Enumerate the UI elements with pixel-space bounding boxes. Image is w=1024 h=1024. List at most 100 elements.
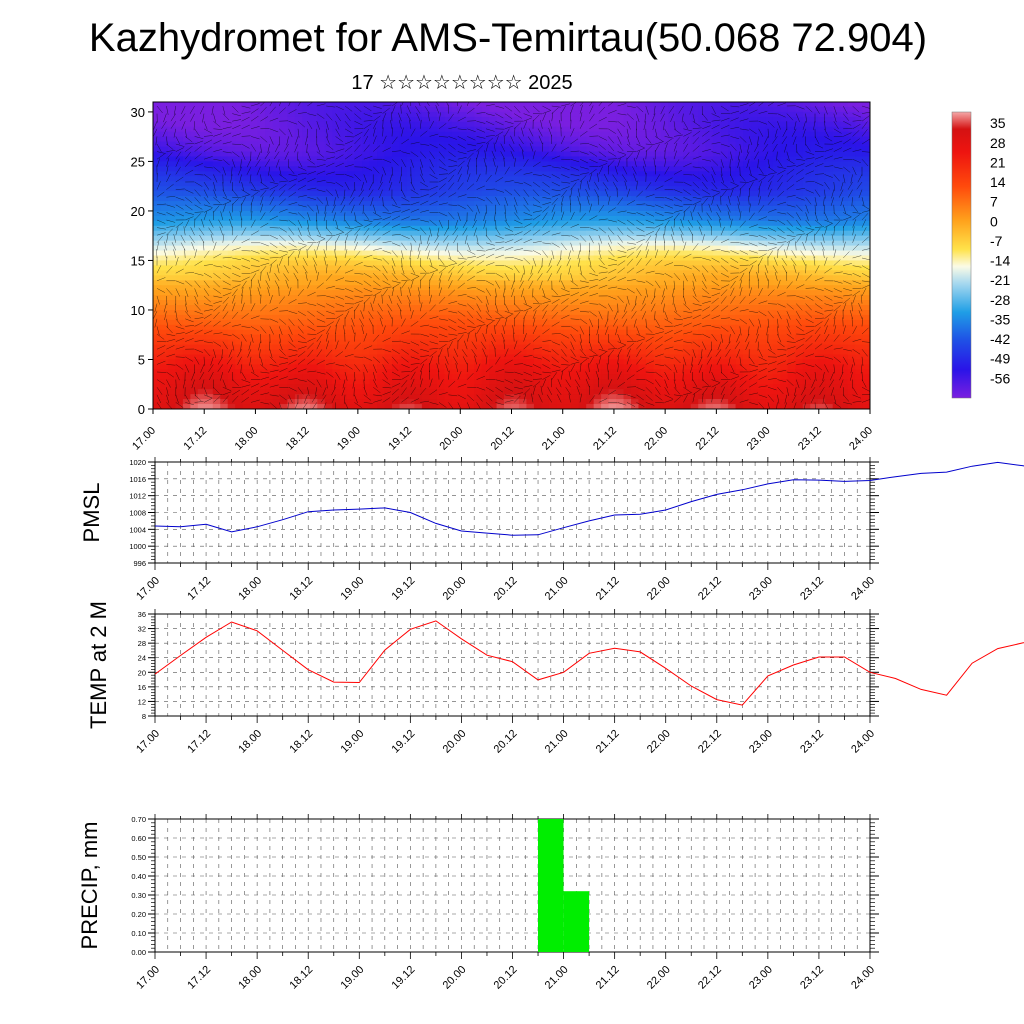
field-cell xyxy=(563,300,572,306)
field-cell xyxy=(690,329,699,336)
field-cell xyxy=(586,349,595,356)
field-cell xyxy=(802,210,811,217)
field-cell xyxy=(182,305,191,311)
field-cell xyxy=(235,220,244,227)
field-cell xyxy=(802,270,811,276)
field-cell xyxy=(802,309,811,316)
field-cell xyxy=(802,191,811,197)
field-cell xyxy=(167,285,177,291)
field-cell xyxy=(518,329,528,336)
field-cell xyxy=(212,295,221,301)
field-cell xyxy=(601,111,610,118)
field-cell xyxy=(474,225,483,232)
field-cell xyxy=(429,166,438,172)
field-cell xyxy=(153,126,162,133)
field-cell xyxy=(810,161,819,167)
field-cell xyxy=(780,255,789,262)
field-cell xyxy=(705,314,714,321)
field-cell xyxy=(220,245,229,252)
field-cell xyxy=(795,349,804,356)
field-cell xyxy=(743,349,752,356)
field-cell xyxy=(190,156,199,163)
field-cell xyxy=(616,324,625,331)
field-cell xyxy=(743,126,752,133)
field-cell xyxy=(354,156,363,163)
field-cell xyxy=(205,220,214,227)
field-cell xyxy=(197,334,206,341)
field-cell xyxy=(817,126,826,133)
field-cell xyxy=(489,126,498,133)
field-cell xyxy=(436,235,445,242)
field-cell xyxy=(608,121,617,128)
field-cell xyxy=(623,126,632,133)
field-cell xyxy=(735,334,744,341)
field-cell xyxy=(511,329,520,336)
field-cell xyxy=(586,121,595,128)
field-cell xyxy=(167,319,177,326)
field-cell xyxy=(190,116,199,123)
field-cell xyxy=(832,344,841,351)
field-cell xyxy=(167,334,177,341)
field-cell xyxy=(787,176,796,182)
field-cell xyxy=(167,349,177,356)
field-cell xyxy=(279,151,289,158)
field-cell xyxy=(847,166,856,172)
field-cell xyxy=(436,245,445,252)
field-cell xyxy=(780,265,789,271)
field-cell xyxy=(720,339,729,346)
field-cell xyxy=(265,191,274,197)
field-cell xyxy=(399,270,408,276)
field-cell xyxy=(167,126,177,133)
field-cell xyxy=(578,305,587,311)
field-cell xyxy=(757,349,767,356)
field-cell xyxy=(489,161,498,167)
field-cell xyxy=(324,265,333,271)
field-cell xyxy=(250,309,259,316)
field-cell xyxy=(242,156,251,163)
field-cell xyxy=(847,191,856,197)
field-cell xyxy=(832,265,841,271)
field-cell xyxy=(765,210,774,217)
field-cell xyxy=(743,102,752,108)
field-cell xyxy=(511,181,520,187)
field-cell xyxy=(504,205,513,212)
field-cell xyxy=(466,166,475,172)
field-cell xyxy=(862,235,870,242)
field-cell xyxy=(683,245,692,252)
field-cell xyxy=(451,329,460,336)
field-cell xyxy=(212,176,221,182)
field-cell xyxy=(511,121,520,128)
field-cell xyxy=(212,309,221,316)
field-cell xyxy=(175,220,184,227)
field-cell xyxy=(795,196,804,202)
field-cell xyxy=(384,295,393,301)
field-cell xyxy=(795,260,804,266)
field-cell xyxy=(743,106,752,113)
field-cell xyxy=(175,295,184,301)
field-cell xyxy=(690,106,699,113)
field-cell xyxy=(705,235,714,242)
field-cell xyxy=(541,116,550,123)
field-cell xyxy=(362,349,371,356)
field-cell xyxy=(675,201,684,207)
field-cell xyxy=(518,250,528,257)
field-cell xyxy=(757,329,767,336)
field-cell xyxy=(518,106,528,113)
field-cell xyxy=(795,141,804,148)
field-cell xyxy=(294,305,303,311)
field-cell xyxy=(675,176,684,182)
field-cell xyxy=(728,121,737,128)
field-cell xyxy=(265,324,274,331)
field-cell xyxy=(817,191,826,197)
field-cell xyxy=(832,309,841,316)
field-cell xyxy=(526,314,535,321)
field-cell xyxy=(660,235,669,242)
field-cell xyxy=(504,230,513,237)
field-cell xyxy=(294,319,303,326)
field-cell xyxy=(227,146,236,153)
field-cell xyxy=(556,156,565,163)
field-cell xyxy=(504,220,513,227)
field-cell xyxy=(683,215,692,222)
field-cell xyxy=(481,166,490,172)
field-cell xyxy=(683,240,692,247)
